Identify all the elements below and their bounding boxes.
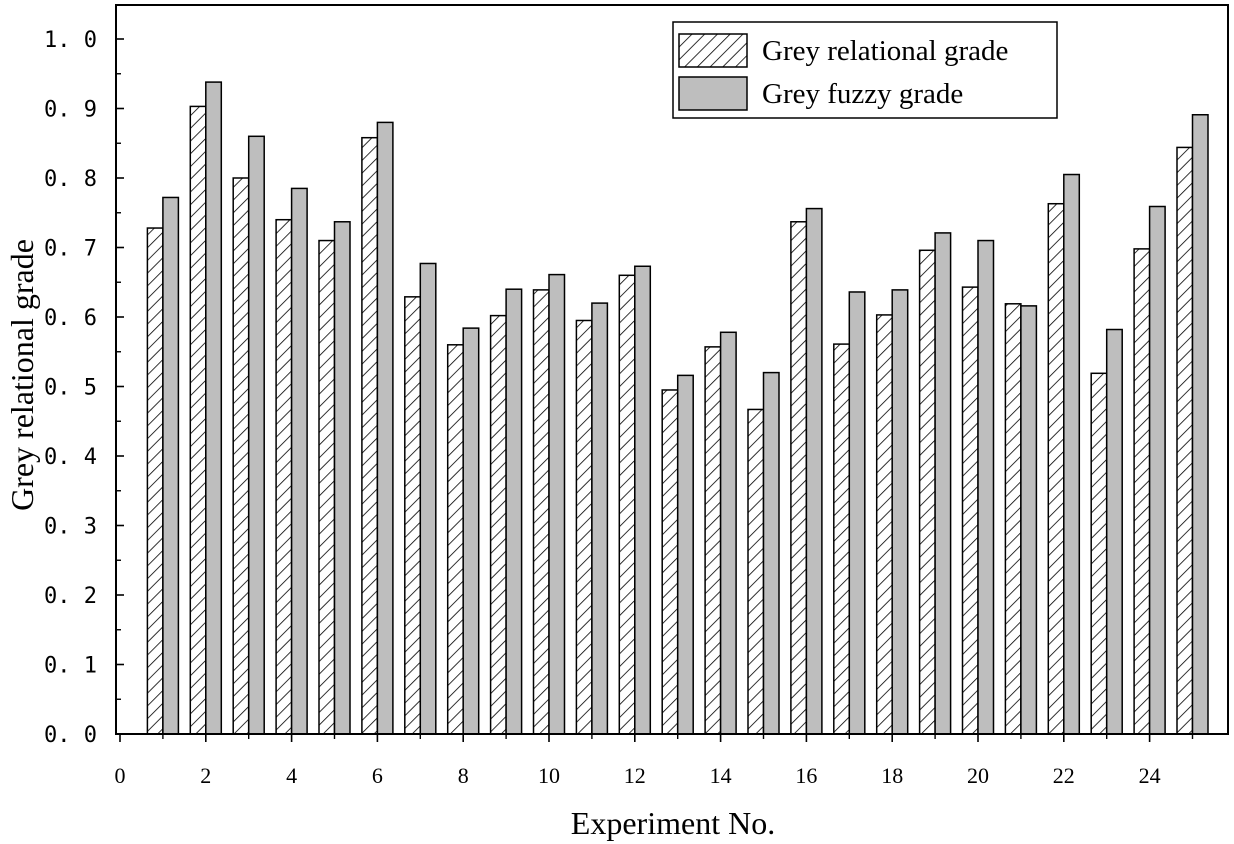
bar-grey-relational-grade-exp-5 (318, 239, 336, 735)
bar-grey-relational-grade-exp-19 (918, 249, 936, 735)
y-tick-label: 0. 5 (44, 376, 97, 401)
bar-grey-relational-grade-exp-23 (1090, 372, 1108, 735)
x-tick-label: 8 (458, 763, 469, 788)
bar-grey-fuzzy-grade-exp-11 (591, 302, 609, 735)
x-tick-label: 14 (710, 763, 732, 788)
bar-grey-fuzzy-grade-exp-13 (676, 374, 694, 735)
bar-grey-relational-grade-exp-11 (575, 319, 593, 735)
bar-grey-fuzzy-grade-exp-16 (805, 207, 823, 735)
bar-grey-relational-grade-exp-17 (833, 343, 851, 735)
axes-layer: 0. 0 0. 1 0. 2 0. 3 0. 4 0. 5 0. 6 0. 7 0. 8 0. 9… (44, 28, 1194, 788)
bar-grey-fuzzy-grade-exp-4 (290, 187, 308, 735)
x-tick-label: 4 (286, 763, 297, 788)
bar-grey-relational-grade-exp-7 (404, 296, 422, 735)
bar-grey-fuzzy-grade-exp-24 (1148, 205, 1166, 735)
y-tick-label: 0. 9 (44, 98, 97, 123)
y-tick-label: 0. 8 (44, 167, 97, 192)
bar-grey-fuzzy-grade-exp-1 (162, 196, 180, 735)
legend-swatch-grey-fuzzy-grade (678, 76, 748, 111)
bar-grey-relational-grade-exp-4 (275, 218, 293, 735)
bar-grey-relational-grade-exp-15 (747, 408, 765, 735)
x-tick-label: 18 (881, 763, 903, 788)
bar-grey-relational-grade-exp-8 (446, 344, 464, 735)
x-tick-label: 24 (1139, 763, 1161, 788)
bar-grey-relational-grade-exp-24 (1133, 248, 1151, 735)
bar-grey-relational-grade-exp-3 (232, 177, 250, 735)
x-tick-label: 22 (1053, 763, 1075, 788)
plot-frame (115, 4, 1229, 735)
bar-grey-fuzzy-grade-exp-3 (247, 135, 265, 735)
legend: Grey relational grade Grey fuzzy grade (672, 21, 1058, 119)
x-tick-label: 6 (372, 763, 383, 788)
bar-grey-relational-grade-exp-22 (1047, 202, 1065, 735)
x-tick-label: 20 (967, 763, 989, 788)
bar-grey-relational-grade-exp-18 (875, 314, 893, 735)
y-tick-label: 0. 2 (44, 584, 97, 609)
bar-grey-relational-grade-exp-12 (618, 274, 636, 735)
y-tick-label: 0. 7 (44, 237, 97, 262)
y-tick-label: 0. 1 (44, 654, 97, 679)
bar-grey-fuzzy-grade-exp-23 (1105, 328, 1123, 735)
y-tick-label: 0. 0 (44, 723, 97, 748)
bar-grey-fuzzy-grade-exp-10 (548, 273, 566, 735)
bar-grey-relational-grade-exp-16 (790, 221, 808, 735)
bar-grey-relational-grade-exp-14 (704, 346, 722, 735)
y-axis-title: Grey relational grade (4, 239, 40, 511)
legend-swatch-grey-relational-grade (678, 33, 748, 68)
y-tick-label: 0. 4 (44, 445, 97, 470)
bars-layer (146, 81, 1209, 735)
x-tick-label: 10 (538, 763, 560, 788)
x-tick-label: 2 (200, 763, 211, 788)
bar-grey-fuzzy-grade-exp-22 (1063, 173, 1081, 735)
bar-grey-relational-grade-exp-2 (189, 105, 207, 735)
bar-grey-fuzzy-grade-exp-19 (934, 232, 952, 735)
bar-grey-fuzzy-grade-exp-17 (848, 291, 866, 735)
bar-grey-fuzzy-grade-exp-8 (462, 327, 480, 735)
x-tick-label: 0 (115, 763, 126, 788)
bar-grey-fuzzy-grade-exp-2 (205, 81, 223, 735)
bar-grey-relational-grade-exp-1 (146, 227, 164, 735)
bar-grey-fuzzy-grade-exp-5 (333, 221, 351, 735)
bar-grey-fuzzy-grade-exp-18 (891, 289, 909, 735)
bar-grey-fuzzy-grade-exp-21 (1020, 305, 1038, 735)
bar-grey-relational-grade-exp-20 (961, 286, 979, 735)
bar-grey-fuzzy-grade-exp-25 (1191, 114, 1209, 735)
bar-grey-fuzzy-grade-exp-6 (376, 121, 394, 735)
bar-grey-fuzzy-grade-exp-12 (634, 265, 652, 735)
bar-grey-fuzzy-grade-exp-7 (419, 262, 437, 735)
legend-label-grey-relational-grade: Grey relational grade (762, 35, 1008, 67)
bar-grey-fuzzy-grade-exp-20 (977, 239, 995, 735)
bar-grey-relational-grade-exp-25 (1176, 146, 1194, 735)
y-tick-label: 0. 3 (44, 515, 97, 540)
bar-grey-relational-grade-exp-6 (361, 136, 379, 735)
bar-grey-relational-grade-exp-21 (1004, 303, 1022, 735)
bar-grey-relational-grade-exp-9 (489, 314, 507, 735)
bar-grey-fuzzy-grade-exp-15 (762, 371, 780, 735)
bar-grey-fuzzy-grade-exp-9 (505, 288, 523, 735)
bar-grey-relational-grade-exp-10 (532, 289, 550, 735)
y-tick-label: 1. 0 (44, 28, 97, 53)
x-axis-title: Experiment No. (571, 805, 775, 841)
legend-label-grey-fuzzy-grade: Grey fuzzy grade (762, 78, 963, 110)
bar-grey-fuzzy-grade-exp-14 (719, 331, 737, 735)
x-tick-label: 12 (624, 763, 646, 788)
bar-grey-relational-grade-exp-13 (661, 389, 679, 735)
y-tick-label: 0. 6 (44, 306, 97, 331)
x-tick-label: 16 (795, 763, 817, 788)
